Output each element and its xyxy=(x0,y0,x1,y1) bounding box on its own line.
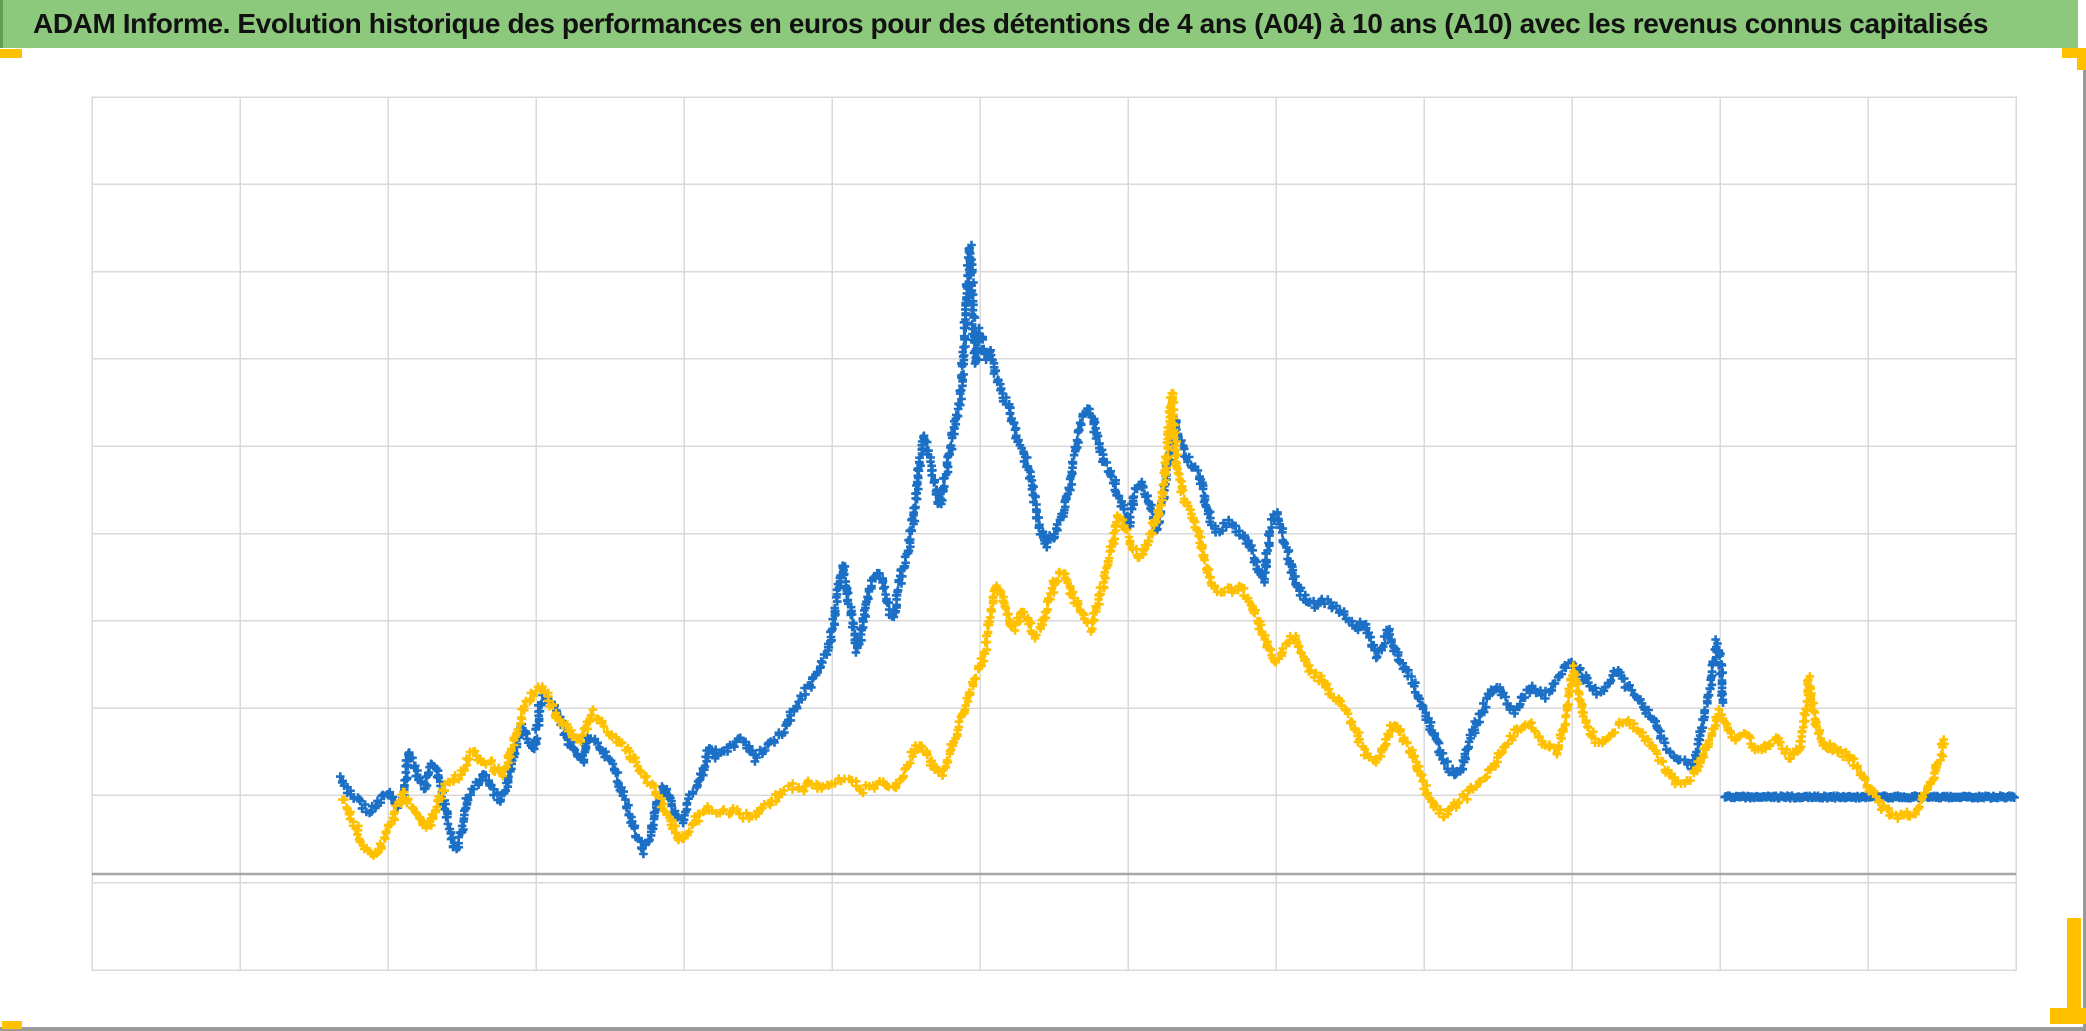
corner-accent-bottom-right-vertical xyxy=(2067,918,2081,1020)
corner-accent-top-right-horizontal xyxy=(2062,48,2086,58)
title-banner: ADAM Informe. Evolution historique des p… xyxy=(0,0,2078,48)
window-bottom-edge-line xyxy=(0,1027,2086,1031)
corner-accent-top-right-vertical xyxy=(2077,48,2086,70)
corner-accent-bottom-left xyxy=(2,1021,22,1029)
title-text: ADAM Informe. Evolution historique des p… xyxy=(33,8,1989,39)
corner-accent-top-left xyxy=(0,49,22,58)
corner-accent-bottom-right-horizontal xyxy=(2050,1008,2086,1024)
window-right-edge-line xyxy=(2083,58,2086,1031)
